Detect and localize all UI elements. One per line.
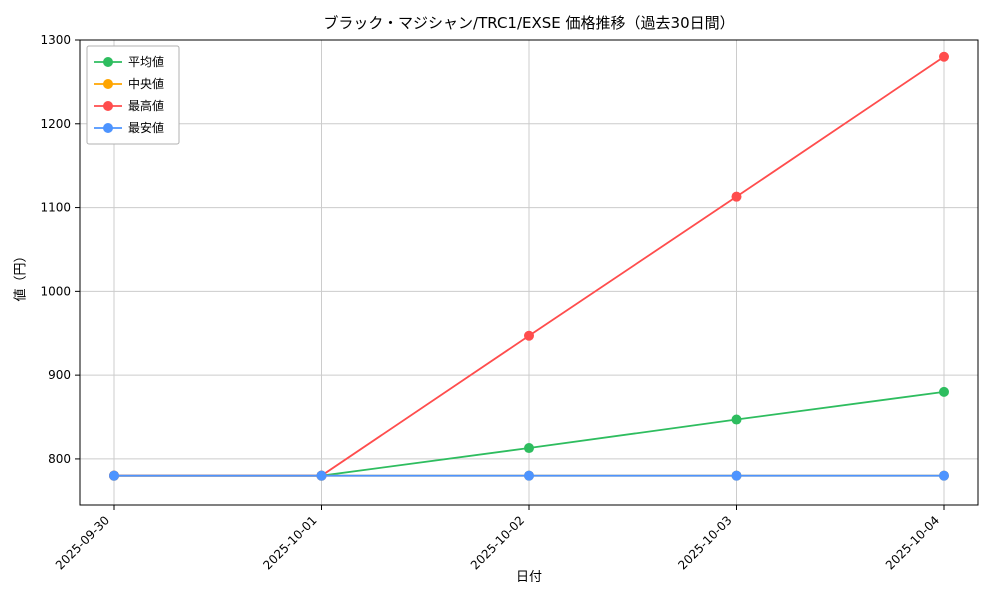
- y-tick-label: 1300: [40, 33, 71, 47]
- x-axis-label: 日付: [515, 570, 542, 585]
- y-axis-label: 値（円）: [13, 249, 29, 302]
- x-tick-label: 2025-10-02: [468, 513, 527, 572]
- series-marker-3: [939, 470, 949, 481]
- y-tick-label: 800: [48, 452, 71, 466]
- legend-label-3: 最安値: [128, 120, 164, 135]
- x-tick-label: 2025-09-30: [53, 513, 112, 572]
- series-marker-3: [731, 470, 742, 481]
- x-tick-label: 2025-10-03: [675, 513, 734, 572]
- series-marker-2: [731, 191, 742, 202]
- series-marker-2: [524, 330, 534, 341]
- x-tick-label: 2025-10-01: [260, 513, 319, 572]
- y-tick-label: 1100: [40, 201, 71, 215]
- legend-label-1: 中央値: [128, 76, 164, 91]
- series-marker-0: [731, 414, 742, 425]
- series-marker-3: [524, 470, 534, 481]
- legend-label-0: 平均値: [128, 54, 164, 69]
- series-marker-3: [316, 470, 327, 481]
- y-tick-label: 1200: [40, 117, 71, 131]
- chart-title: ブラック・マジシャン/TRC1/EXSE 価格推移（過去30日間）: [323, 14, 735, 32]
- series-marker-0: [524, 443, 534, 454]
- legend-label-2: 最高値: [128, 98, 164, 113]
- legend-marker: [103, 123, 113, 133]
- y-tick-label: 900: [48, 368, 71, 382]
- legend-marker: [103, 101, 113, 111]
- series-marker-2: [939, 51, 949, 62]
- legend-box: [86, 45, 180, 145]
- legend-marker: [103, 79, 113, 89]
- y-tick-label: 1000: [40, 284, 71, 298]
- legend-marker: [103, 57, 113, 67]
- x-tick-label: 2025-10-04: [883, 513, 942, 572]
- series-marker-0: [939, 386, 949, 397]
- series-marker-3: [109, 470, 119, 481]
